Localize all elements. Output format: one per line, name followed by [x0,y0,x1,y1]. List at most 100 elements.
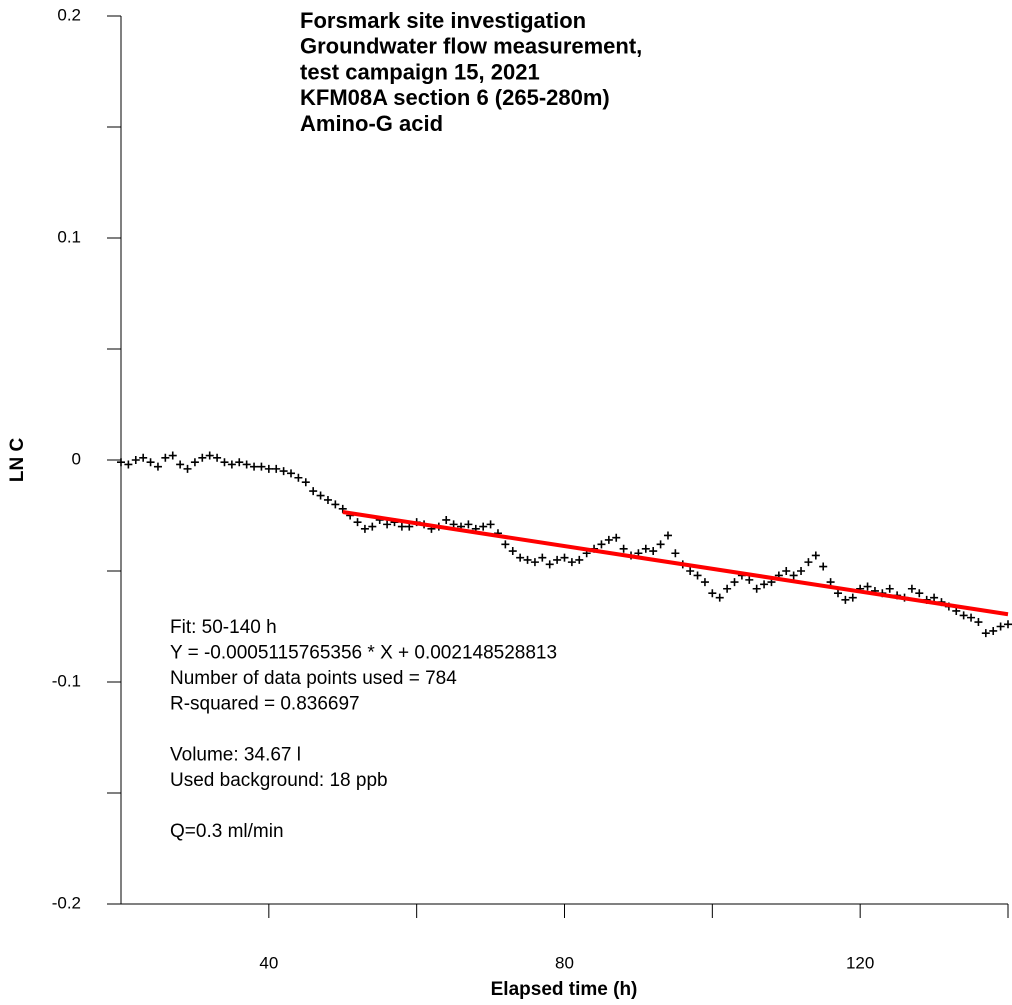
point [863,582,872,591]
point [146,458,155,467]
point [989,626,998,635]
point [723,584,732,593]
point [227,460,236,469]
point [797,567,806,575]
point [981,629,990,638]
point [597,540,606,549]
point [183,464,192,473]
point [996,622,1005,631]
title-line: Amino-G acid [300,111,443,136]
point [316,491,325,500]
point [612,533,621,542]
point [139,453,148,462]
point [848,593,857,602]
annotation: Number of data points used = 784 [170,668,457,689]
point [264,464,273,473]
point [124,460,133,469]
y-tick-label: -0.2 [52,893,81,912]
point [190,458,199,467]
point [967,613,976,622]
point [745,575,754,584]
point [220,458,229,467]
point [656,540,665,549]
point [235,458,244,467]
point [153,462,162,471]
point [213,453,222,462]
point [663,531,672,540]
y-tick-label: 0.1 [57,227,81,246]
point [530,558,539,567]
point [486,520,495,529]
point [242,460,251,469]
y-tick-label: 0.2 [57,5,81,24]
point [819,562,828,571]
annotation: Used background: 18 ppb [170,770,388,791]
point [752,584,761,593]
title-line: KFM08A section 6 (265-280m) [300,85,610,110]
y-axis-label: LN C [7,438,28,483]
point [974,618,983,627]
point [205,451,214,460]
point [338,504,347,513]
point [198,453,207,462]
point [553,555,562,564]
x-tick-label: 120 [846,953,874,972]
annotation: R-squared = 0.836697 [170,694,360,715]
point [708,589,717,598]
point [131,456,140,464]
fit-line [342,510,1009,617]
point [538,553,547,562]
title-line: Groundwater flow measurement, [300,34,642,59]
annotation: Fit: 50-140 h [170,617,277,638]
point [479,522,488,531]
point [649,547,658,556]
point [1004,620,1012,629]
point [907,584,916,593]
point [885,584,894,593]
point [671,549,680,558]
point [826,578,835,587]
point [782,567,791,575]
y-tick-label: -0.1 [52,671,81,690]
y-tick-label: 0 [72,449,81,468]
point [700,578,709,587]
point [567,558,576,567]
point [360,524,369,533]
point [760,580,769,589]
point [641,544,650,553]
point [397,522,406,531]
point [545,560,554,569]
point [176,460,185,469]
point [730,578,739,587]
point [287,469,296,478]
point [833,589,842,598]
annotation: Y = -0.0005115765356 * X + 0.00214852881… [170,643,557,664]
point [930,593,939,602]
point [604,535,613,544]
point [508,547,517,556]
point [168,451,177,460]
point [309,487,318,496]
point [811,551,820,560]
point [686,567,695,575]
point [161,453,170,462]
point [501,540,510,549]
point [789,571,798,580]
point [575,555,584,564]
point [331,500,340,509]
point [523,555,532,564]
point [442,515,451,524]
point [272,464,281,473]
point [915,589,924,598]
title-line: test campaign 15, 2021 [300,59,540,84]
point [841,595,850,604]
point [383,520,392,529]
point [693,571,702,580]
annotation: Q=0.3 ml/min [170,821,284,842]
x-tick-label: 80 [555,953,574,972]
title-line: Forsmark site investigation [300,8,586,33]
point [464,520,473,529]
point [301,478,310,487]
annotation: Volume: 34.67 l [170,745,301,766]
